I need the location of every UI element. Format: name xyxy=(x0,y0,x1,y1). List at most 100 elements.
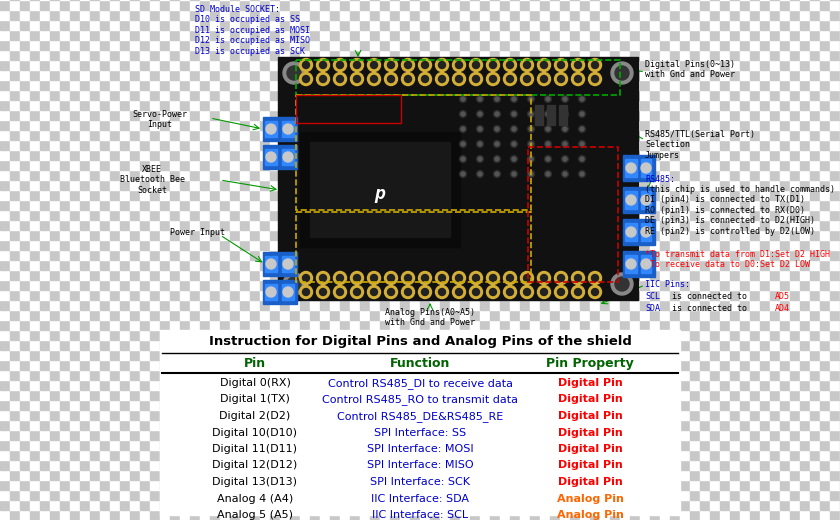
Bar xyxy=(710,60,720,70)
Bar xyxy=(520,200,530,210)
Bar xyxy=(390,470,400,480)
Bar xyxy=(400,190,410,200)
Bar xyxy=(220,310,230,320)
Bar xyxy=(460,50,470,60)
Bar xyxy=(500,210,510,220)
Bar xyxy=(780,90,790,100)
Text: SPI Interface: SCK: SPI Interface: SCK xyxy=(370,477,470,487)
Bar xyxy=(470,110,480,120)
Bar xyxy=(670,210,680,220)
Bar xyxy=(160,510,170,520)
Bar xyxy=(400,90,410,100)
Bar xyxy=(640,40,650,50)
Circle shape xyxy=(486,58,500,71)
Bar xyxy=(680,330,690,340)
Bar xyxy=(720,270,730,280)
Bar xyxy=(360,340,370,350)
Bar xyxy=(630,410,640,420)
Bar xyxy=(430,170,440,180)
Bar xyxy=(150,230,160,240)
Bar xyxy=(540,0,550,10)
Text: SPI Interface: MISO: SPI Interface: MISO xyxy=(367,461,473,471)
Bar xyxy=(650,210,660,220)
Circle shape xyxy=(300,58,312,71)
Circle shape xyxy=(337,275,344,281)
Bar xyxy=(360,460,370,470)
Bar xyxy=(50,350,60,360)
Bar xyxy=(580,260,590,270)
Bar xyxy=(180,410,190,420)
Bar xyxy=(170,300,180,310)
Bar xyxy=(510,90,520,100)
Bar xyxy=(530,310,540,320)
Bar xyxy=(250,390,260,400)
Bar xyxy=(190,480,200,490)
Bar xyxy=(370,310,380,320)
Bar xyxy=(410,200,420,210)
Bar xyxy=(660,220,670,230)
Bar xyxy=(800,240,810,250)
Bar xyxy=(280,170,290,180)
Bar xyxy=(60,370,70,380)
Bar xyxy=(760,230,770,240)
Bar xyxy=(630,80,640,90)
Bar xyxy=(340,390,350,400)
Bar xyxy=(550,410,560,420)
Circle shape xyxy=(626,259,636,269)
Bar xyxy=(30,20,40,30)
Bar xyxy=(590,240,600,250)
Bar xyxy=(740,370,750,380)
Bar xyxy=(310,350,320,360)
Bar xyxy=(560,70,570,80)
Bar xyxy=(750,150,760,160)
Bar xyxy=(820,240,830,250)
Bar xyxy=(790,100,800,110)
Bar xyxy=(550,390,560,400)
Bar xyxy=(650,360,660,370)
Bar xyxy=(780,390,790,400)
Bar xyxy=(140,10,150,20)
Bar xyxy=(70,470,80,480)
Bar xyxy=(60,400,70,410)
Bar xyxy=(730,320,740,330)
Bar xyxy=(640,30,650,40)
Bar xyxy=(280,320,290,330)
Bar xyxy=(810,150,820,160)
Bar xyxy=(740,270,750,280)
Bar xyxy=(170,410,180,420)
Bar xyxy=(140,150,150,160)
Bar xyxy=(380,290,390,300)
Bar xyxy=(300,290,310,300)
Bar xyxy=(580,0,590,10)
Bar xyxy=(300,510,310,520)
Bar xyxy=(180,440,190,450)
Bar xyxy=(790,230,800,240)
Bar xyxy=(0,60,10,70)
Circle shape xyxy=(563,157,567,161)
Bar xyxy=(160,50,170,60)
Bar xyxy=(360,220,370,230)
Bar xyxy=(250,420,260,430)
Bar xyxy=(340,90,350,100)
Bar xyxy=(610,390,620,400)
Bar xyxy=(490,120,500,130)
Bar xyxy=(450,380,460,390)
Bar xyxy=(110,500,120,510)
Bar xyxy=(330,260,340,270)
Circle shape xyxy=(405,289,412,295)
Bar xyxy=(470,210,480,220)
Bar xyxy=(300,50,310,60)
Bar xyxy=(290,160,300,170)
Bar xyxy=(380,60,390,70)
Bar xyxy=(410,460,420,470)
Bar xyxy=(300,110,310,120)
Bar xyxy=(560,160,570,170)
Bar xyxy=(420,410,430,420)
Bar xyxy=(20,20,30,30)
Bar xyxy=(410,390,420,400)
Circle shape xyxy=(495,112,499,116)
Bar xyxy=(690,140,700,150)
Bar xyxy=(390,380,400,390)
Circle shape xyxy=(459,171,466,177)
Bar xyxy=(220,470,230,480)
